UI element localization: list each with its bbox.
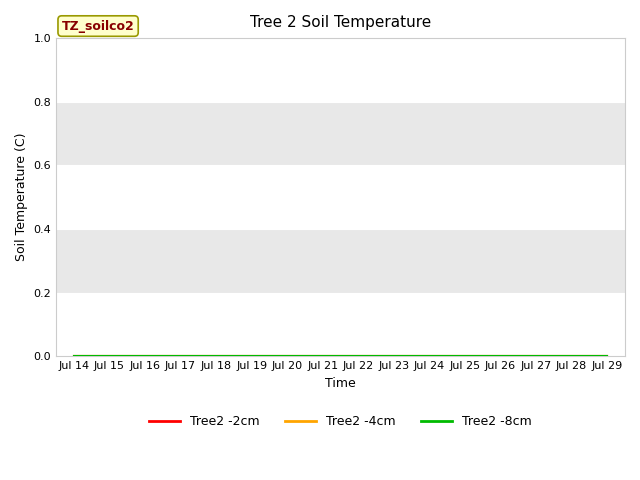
- Tree2 -8cm: [284, 353, 291, 359]
- Tree2 -2cm: [604, 353, 611, 359]
- Bar: [56, 293, 625, 356]
- Tree2 -4cm: [390, 353, 397, 359]
- Tree2 -8cm: [70, 353, 78, 359]
- Bar: [56, 102, 625, 166]
- Y-axis label: Soil Temperature (C): Soil Temperature (C): [15, 133, 28, 262]
- Tree2 -2cm: [106, 353, 113, 359]
- Tree2 -2cm: [70, 353, 78, 359]
- Bar: [56, 38, 625, 102]
- Tree2 -4cm: [177, 353, 184, 359]
- Tree2 -8cm: [497, 353, 504, 359]
- Tree2 -4cm: [532, 353, 540, 359]
- Tree2 -8cm: [532, 353, 540, 359]
- Tree2 -8cm: [568, 353, 575, 359]
- Tree2 -4cm: [568, 353, 575, 359]
- Tree2 -4cm: [141, 353, 149, 359]
- Tree2 -8cm: [212, 353, 220, 359]
- Tree2 -4cm: [284, 353, 291, 359]
- Tree2 -2cm: [461, 353, 468, 359]
- Tree2 -2cm: [141, 353, 149, 359]
- Tree2 -2cm: [177, 353, 184, 359]
- Bar: [56, 166, 625, 229]
- Tree2 -8cm: [604, 353, 611, 359]
- Tree2 -2cm: [212, 353, 220, 359]
- Tree2 -8cm: [390, 353, 397, 359]
- Tree2 -8cm: [141, 353, 149, 359]
- Tree2 -8cm: [319, 353, 326, 359]
- X-axis label: Time: Time: [325, 377, 356, 390]
- Tree2 -2cm: [390, 353, 397, 359]
- Tree2 -2cm: [248, 353, 255, 359]
- Tree2 -8cm: [355, 353, 362, 359]
- Tree2 -2cm: [284, 353, 291, 359]
- Tree2 -2cm: [568, 353, 575, 359]
- Bar: [56, 229, 625, 293]
- Tree2 -2cm: [497, 353, 504, 359]
- Tree2 -2cm: [319, 353, 326, 359]
- Tree2 -8cm: [461, 353, 468, 359]
- Tree2 -4cm: [212, 353, 220, 359]
- Tree2 -4cm: [319, 353, 326, 359]
- Tree2 -2cm: [532, 353, 540, 359]
- Tree2 -2cm: [355, 353, 362, 359]
- Tree2 -4cm: [461, 353, 468, 359]
- Legend: Tree2 -2cm, Tree2 -4cm, Tree2 -8cm: Tree2 -2cm, Tree2 -4cm, Tree2 -8cm: [144, 410, 537, 433]
- Tree2 -8cm: [106, 353, 113, 359]
- Tree2 -2cm: [426, 353, 433, 359]
- Tree2 -4cm: [106, 353, 113, 359]
- Tree2 -4cm: [426, 353, 433, 359]
- Title: Tree 2 Soil Temperature: Tree 2 Soil Temperature: [250, 15, 431, 30]
- Tree2 -4cm: [70, 353, 78, 359]
- Tree2 -8cm: [177, 353, 184, 359]
- Tree2 -4cm: [355, 353, 362, 359]
- Tree2 -4cm: [497, 353, 504, 359]
- Tree2 -8cm: [248, 353, 255, 359]
- Tree2 -8cm: [426, 353, 433, 359]
- Text: TZ_soilco2: TZ_soilco2: [61, 20, 134, 33]
- Tree2 -4cm: [604, 353, 611, 359]
- Tree2 -4cm: [248, 353, 255, 359]
